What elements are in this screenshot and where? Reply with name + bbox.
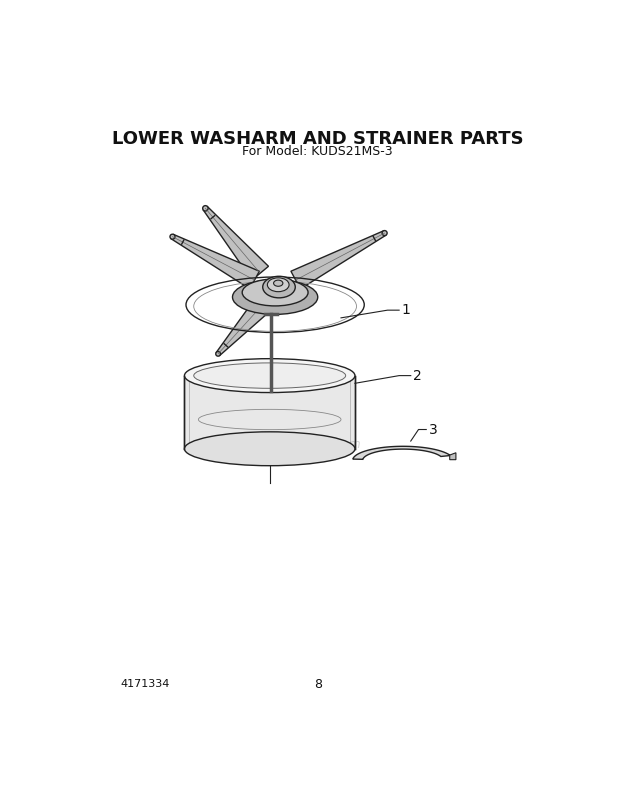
Text: 1: 1 [402, 303, 410, 317]
Text: 4171334: 4171334 [120, 679, 169, 690]
Text: LOWER WASHARM AND STRAINER PARTS: LOWER WASHARM AND STRAINER PARTS [112, 130, 523, 148]
Ellipse shape [242, 279, 308, 306]
Text: For Model: KUDS21MS-3: For Model: KUDS21MS-3 [242, 145, 393, 158]
Polygon shape [450, 453, 456, 459]
Polygon shape [353, 446, 450, 459]
Polygon shape [203, 206, 268, 281]
Circle shape [170, 234, 175, 240]
Text: 8: 8 [314, 678, 322, 691]
Text: eReplacementParts.com: eReplacementParts.com [209, 438, 361, 452]
Ellipse shape [194, 363, 346, 388]
Polygon shape [291, 231, 386, 289]
Circle shape [382, 231, 387, 236]
Circle shape [203, 206, 208, 211]
Ellipse shape [267, 278, 289, 292]
Text: 2: 2 [413, 369, 422, 383]
Ellipse shape [185, 359, 355, 392]
Circle shape [216, 351, 220, 356]
Ellipse shape [232, 280, 317, 314]
Polygon shape [216, 302, 267, 355]
Text: 3: 3 [428, 422, 437, 437]
Polygon shape [185, 376, 355, 448]
Polygon shape [171, 235, 259, 289]
Ellipse shape [273, 280, 283, 286]
Ellipse shape [263, 277, 295, 298]
Ellipse shape [185, 432, 355, 466]
